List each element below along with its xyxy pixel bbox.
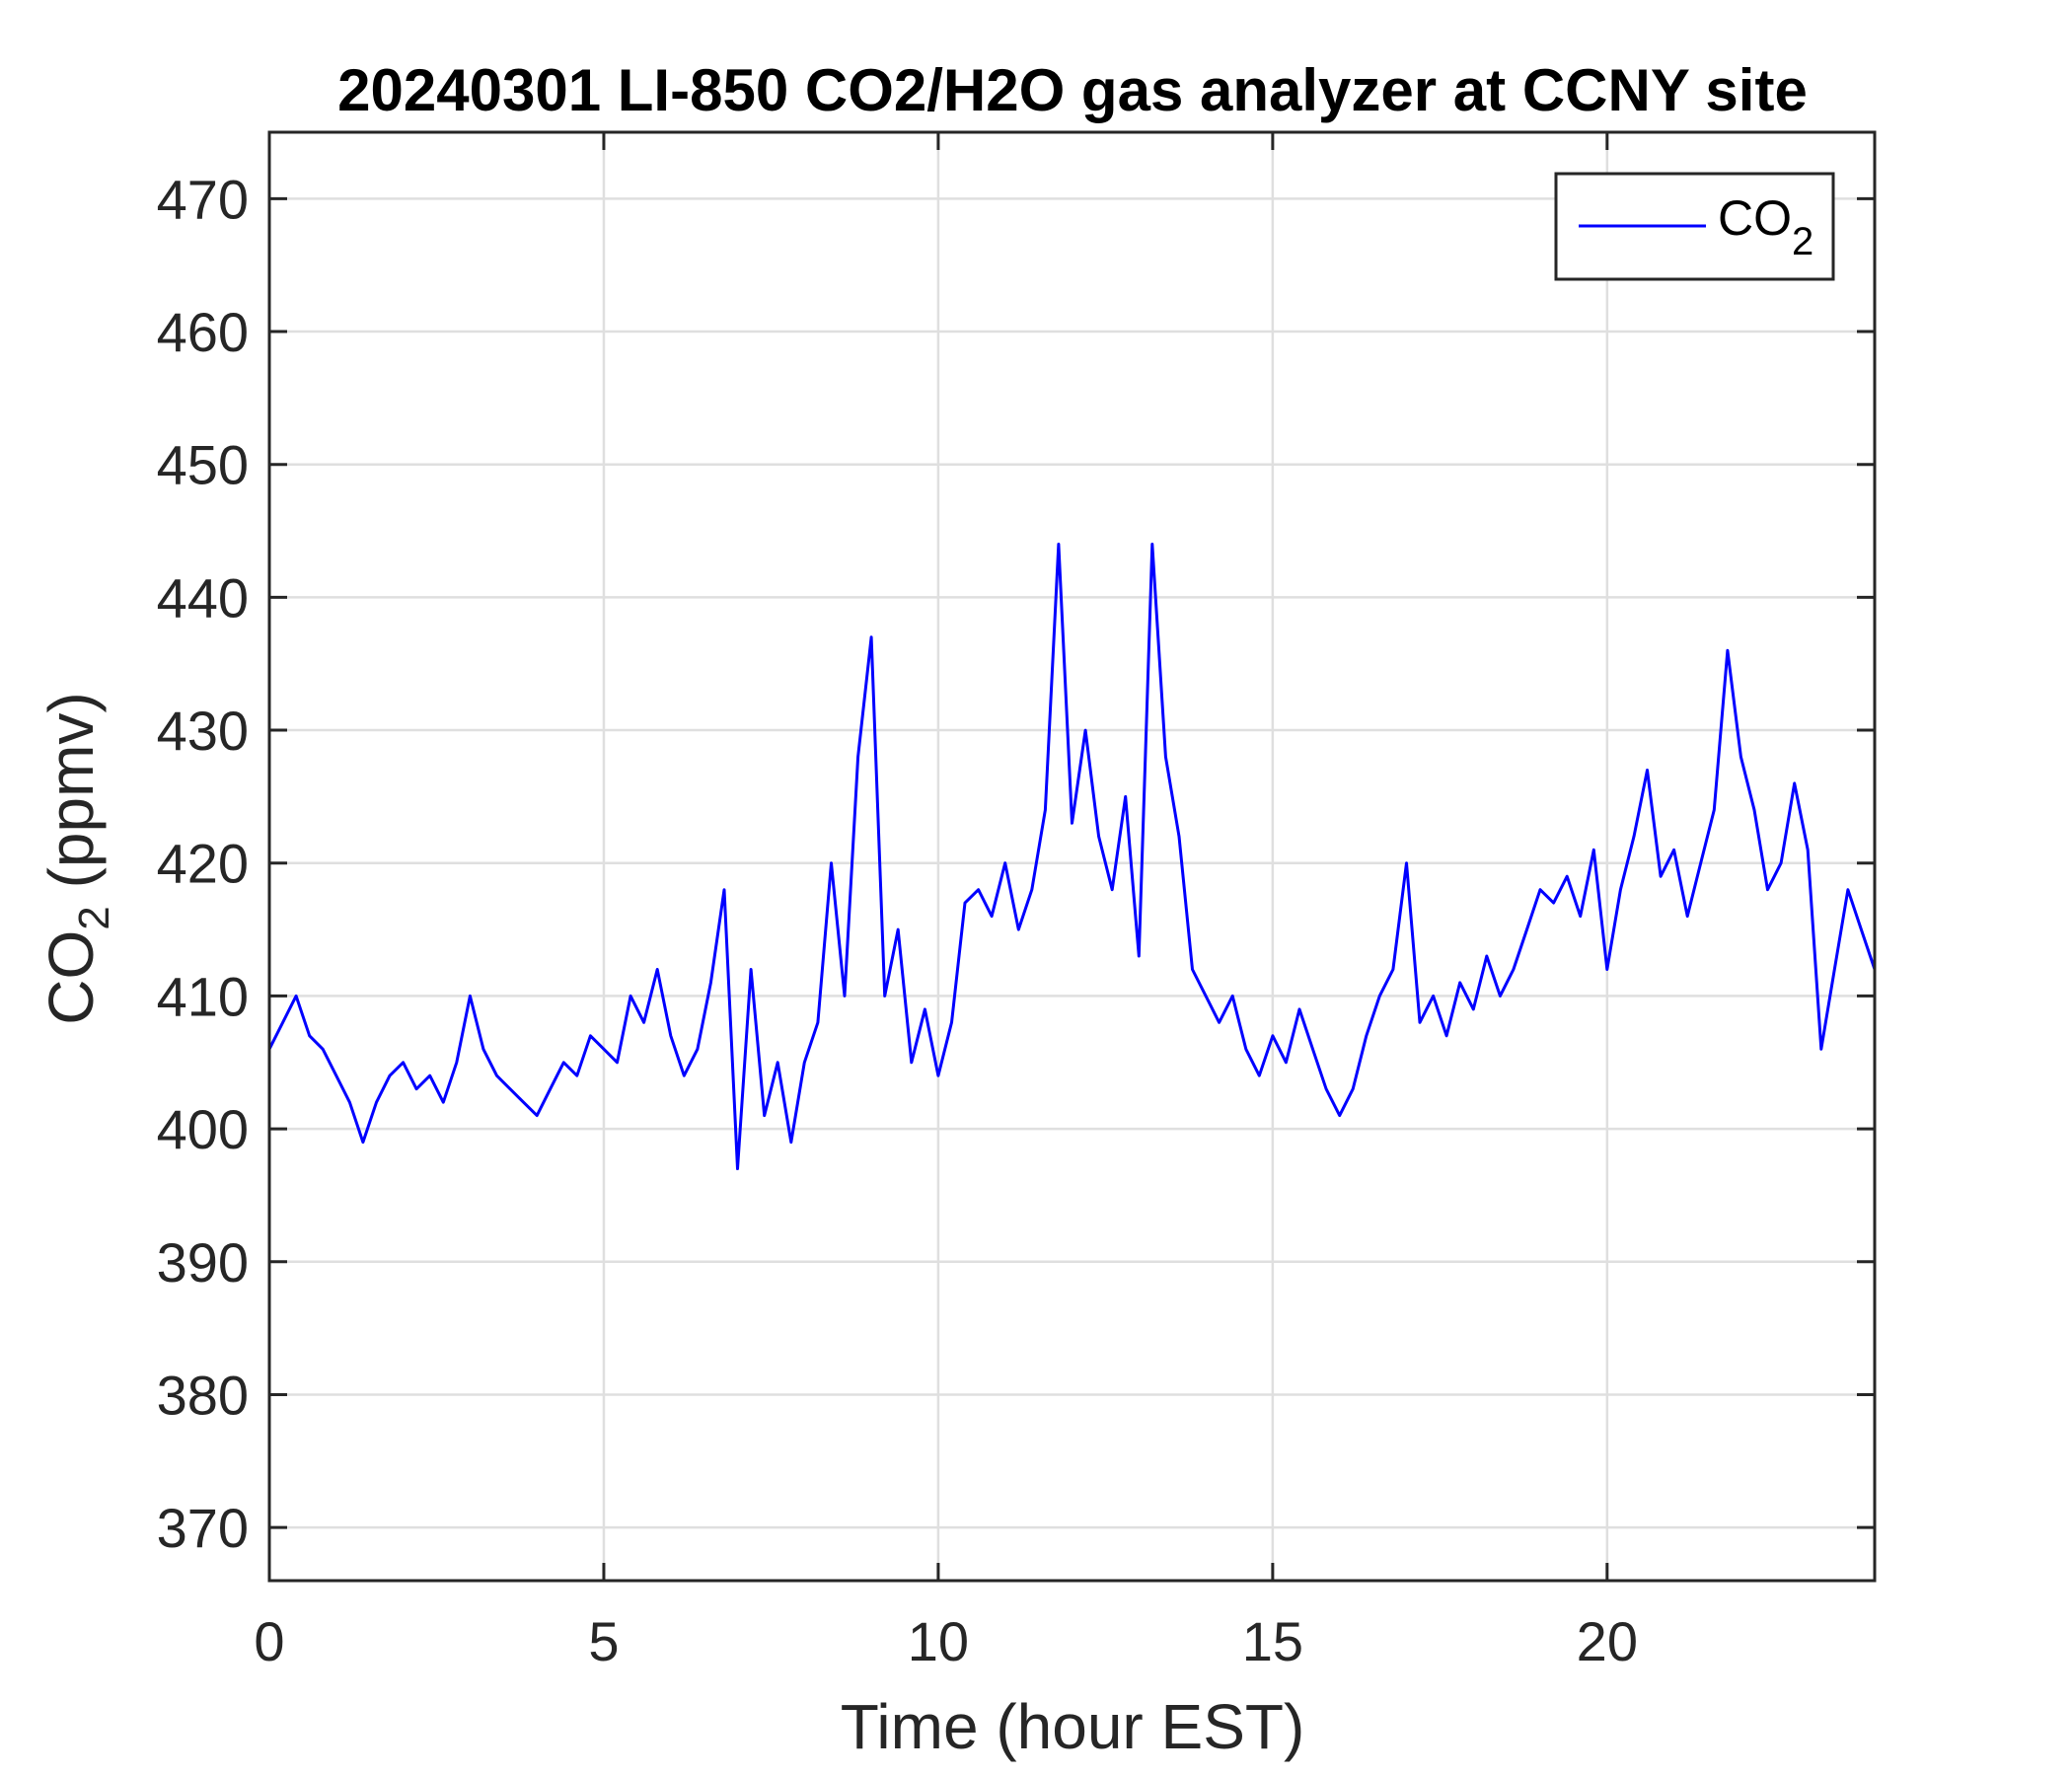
y-tick-label: 470 — [157, 168, 249, 230]
x-tick-label: 5 — [588, 1610, 619, 1672]
axis-ticks: 0 5 10 15 20 370 380 390 400 410 420 430 440 450 460 47… — [157, 132, 1875, 1672]
legend-label: CO2 — [1718, 190, 1813, 263]
y-tick-label: 460 — [157, 301, 249, 363]
legend-label-subscript: 2 — [1792, 220, 1813, 263]
y-tick-label: 410 — [157, 965, 249, 1027]
grid-lines — [267, 132, 1875, 1581]
y-tick-label: 420 — [157, 833, 249, 895]
legend: CO2 — [1554, 172, 1835, 281]
series-layer — [267, 543, 1877, 1170]
y-tick-label: 370 — [157, 1497, 249, 1559]
y-axis-label-main: CO — [36, 930, 107, 1025]
y-tick-label: 400 — [157, 1098, 249, 1160]
y-tick-label: 390 — [157, 1231, 249, 1294]
series-line-co2 — [267, 543, 1877, 1170]
x-tick-label: 20 — [1577, 1610, 1638, 1672]
x-tick-label: 0 — [254, 1610, 284, 1672]
y-axis-label: CO2 (ppmv) — [36, 692, 118, 1024]
legend-label-main: CO — [1718, 190, 1792, 246]
y-tick-label: 440 — [157, 566, 249, 629]
chart-title: 20240301 LI-850 CO2/H2O gas analyzer at … — [337, 57, 1808, 123]
y-tick-label: 430 — [157, 700, 249, 762]
y-axis-label-units: (ppmv) — [36, 692, 107, 906]
x-tick-label: 10 — [908, 1610, 969, 1672]
y-tick-label: 450 — [157, 434, 249, 496]
y-tick-label: 380 — [157, 1364, 249, 1426]
x-axis-label: Time (hour EST) — [841, 1691, 1305, 1762]
plot-area-frame — [267, 130, 1877, 1583]
x-tick-label: 15 — [1242, 1610, 1303, 1672]
y-axis-label-subscript: 2 — [70, 906, 118, 929]
